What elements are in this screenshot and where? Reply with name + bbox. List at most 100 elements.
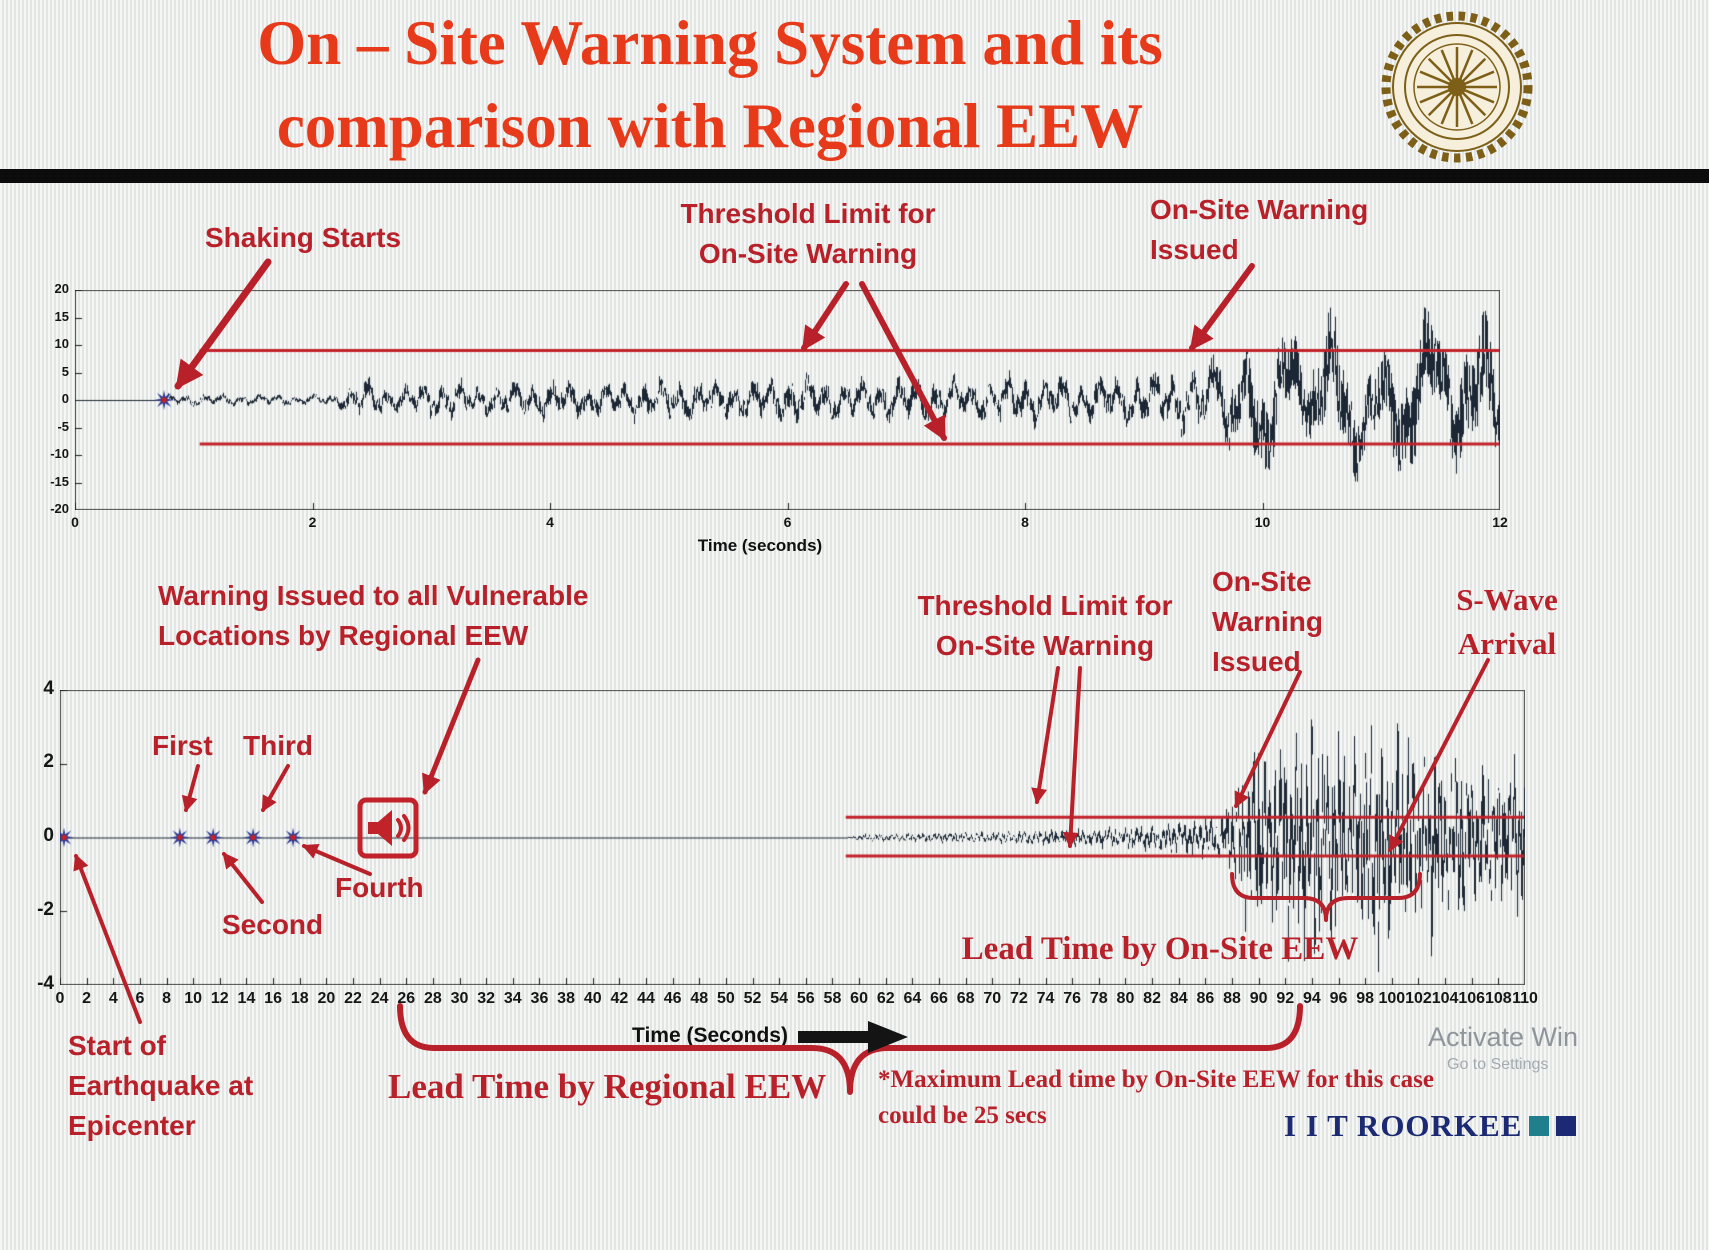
x-tick-label: 110 xyxy=(1512,990,1538,1007)
x-tick-label: 64 xyxy=(903,990,922,1007)
x-tick-label: 26 xyxy=(397,990,416,1007)
x-tick-label: 12 xyxy=(1492,514,1508,530)
y-tick-label: 0 xyxy=(43,825,54,847)
x-tick-label: 56 xyxy=(796,990,815,1007)
x-tick-label: 18 xyxy=(290,990,309,1007)
annotation-start-earthquake: Start of Earthquake at Epicenter xyxy=(68,1030,254,1141)
x-tick-label: 60 xyxy=(850,990,868,1007)
x-tick-label: 14 xyxy=(237,990,256,1007)
x-tick-label: 70 xyxy=(983,990,1002,1007)
x-tick-label: 94 xyxy=(1303,990,1321,1007)
x-tick-label: 68 xyxy=(956,990,975,1007)
x-tick-label: 4 xyxy=(546,514,554,530)
x-tick-label: 106 xyxy=(1458,990,1486,1007)
x-tick-label: 12 xyxy=(210,990,229,1007)
institute-name: I I T ROORKEE xyxy=(1284,1108,1523,1143)
y-tick-label: 4 xyxy=(43,677,54,699)
x-tick-label: 84 xyxy=(1169,990,1188,1007)
x-tick-label: 54 xyxy=(770,990,789,1007)
y-tick-label: 2 xyxy=(43,751,54,773)
y-tick-label: -4 xyxy=(37,972,54,994)
x-tick-label: 48 xyxy=(690,990,709,1007)
x-tick-label: 86 xyxy=(1196,990,1215,1007)
x-tick-label: 92 xyxy=(1276,990,1295,1007)
annotation-fourth: Fourth xyxy=(335,872,424,903)
go-to-settings-watermark: Go to Settings xyxy=(1447,1056,1549,1073)
title-line-1: On – Site Warning System and its xyxy=(257,8,1163,78)
top-seismogram xyxy=(75,290,1500,510)
x-tick-label: 80 xyxy=(1116,990,1135,1007)
y-tick-label: 20 xyxy=(54,281,69,297)
x-tick-label: 34 xyxy=(503,990,522,1007)
annotation-onsite-issued-bottom: On-Site Warning Issued xyxy=(1212,566,1323,677)
x-tick-label: 0 xyxy=(55,990,65,1007)
regional-warning-icon xyxy=(357,797,419,859)
x-tick-label: 44 xyxy=(637,990,655,1007)
y-tick-label: 0 xyxy=(61,391,69,407)
y-tick-label: -20 xyxy=(50,501,69,517)
x-tick-label: 74 xyxy=(1036,990,1055,1007)
footer-branding: I I T ROORKEE xyxy=(1284,1108,1577,1144)
x-tick-label: 10 xyxy=(1254,514,1271,530)
footer-square-teal xyxy=(1529,1116,1550,1136)
x-tick-label: 24 xyxy=(370,990,389,1007)
x-tick-label: 30 xyxy=(450,990,469,1007)
annotation-onsite-issued-top: On-Site Warning Issued xyxy=(1150,194,1369,265)
x-tick-label: 72 xyxy=(1010,990,1028,1007)
x-tick-label: 90 xyxy=(1249,990,1268,1007)
time-axis-arrow-icon xyxy=(798,1021,908,1053)
x-tick-label: 28 xyxy=(424,990,442,1007)
iit-roorkee-logo xyxy=(1381,11,1533,163)
slide-title: On – Site Warning System and its compari… xyxy=(0,2,1420,168)
x-tick-label: 8 xyxy=(162,990,171,1007)
x-tick-label: 46 xyxy=(663,990,682,1007)
x-tick-label: 102 xyxy=(1405,990,1432,1007)
y-tick-label: 15 xyxy=(54,308,69,324)
x-tick-label: 76 xyxy=(1063,990,1082,1007)
y-tick-label: -2 xyxy=(37,898,54,920)
annotation-third: Third xyxy=(243,730,313,761)
x-tick-label: 42 xyxy=(610,990,629,1007)
footer-square-navy xyxy=(1556,1116,1577,1136)
annotation-first: First xyxy=(152,730,213,761)
x-tick-label: 82 xyxy=(1143,990,1161,1007)
x-tick-label: 88 xyxy=(1223,990,1241,1007)
activate-windows-watermark: Activate Win xyxy=(1428,1022,1579,1052)
x-tick-label: 50 xyxy=(717,990,735,1007)
annotation-regional-warning: Warning Issued to all Vulnerable Locatio… xyxy=(158,580,589,651)
x-tick-label: 10 xyxy=(184,990,203,1007)
y-tick-label: 10 xyxy=(54,336,69,352)
x-tick-label: 58 xyxy=(823,990,842,1007)
x-tick-label: 36 xyxy=(530,990,549,1007)
y-tick-label: -5 xyxy=(57,418,69,434)
title-line-2: comparison with Regional EEW xyxy=(276,91,1144,161)
x-tick-label: 16 xyxy=(264,990,282,1007)
annotation-second: Second xyxy=(222,909,324,940)
top-chart-x-axis-title: Time (seconds) xyxy=(697,536,823,555)
y-tick-label: -10 xyxy=(50,446,69,462)
x-tick-label: 20 xyxy=(317,990,336,1007)
annotation-shaking-starts: Shaking Starts xyxy=(205,222,402,253)
top-seismogram-canvas xyxy=(75,290,1500,510)
y-tick-label: 5 xyxy=(61,363,69,379)
annotation-s-wave: S-Wave Arrival xyxy=(1456,582,1558,662)
x-tick-label: 100 xyxy=(1378,990,1406,1007)
x-tick-label: 78 xyxy=(1089,990,1108,1007)
x-tick-label: 52 xyxy=(743,990,762,1007)
x-tick-label: 0 xyxy=(71,514,79,530)
x-tick-label: 38 xyxy=(557,990,575,1007)
x-tick-label: 22 xyxy=(344,990,362,1007)
x-tick-label: 40 xyxy=(583,990,602,1007)
x-tick-label: 6 xyxy=(783,514,792,530)
annotation-lead-regional: Lead Time by Regional EEW xyxy=(388,1067,827,1106)
annotation-threshold-bottom: Threshold Limit for On-Site Warning xyxy=(917,590,1173,661)
x-tick-label: 32 xyxy=(477,990,496,1007)
x-tick-label: 66 xyxy=(930,990,948,1007)
x-tick-label: 98 xyxy=(1356,990,1375,1007)
bottom-chart-x-axis-title: Time (Seconds) xyxy=(632,1024,788,1047)
x-tick-label: 2 xyxy=(308,514,317,530)
x-tick-label: 8 xyxy=(1021,514,1029,530)
title-divider-bar xyxy=(0,169,1709,183)
annotation-threshold-top: Threshold Limit for On-Site Warning xyxy=(680,198,936,269)
